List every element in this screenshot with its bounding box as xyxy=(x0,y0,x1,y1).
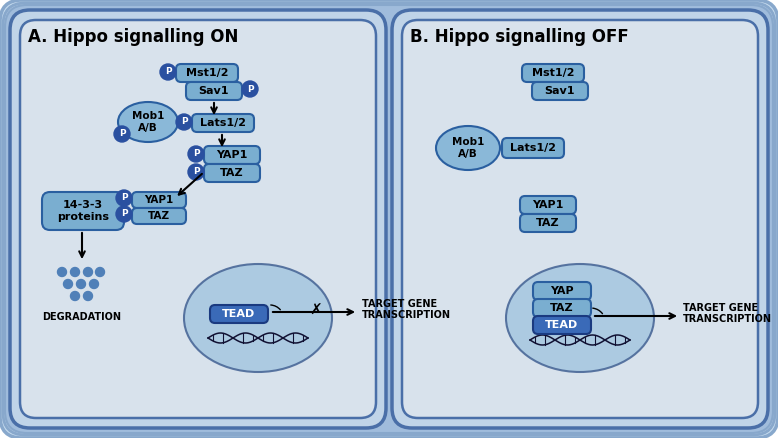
Ellipse shape xyxy=(184,264,332,372)
Circle shape xyxy=(188,164,204,180)
FancyBboxPatch shape xyxy=(204,146,260,164)
Circle shape xyxy=(96,268,104,276)
Text: P: P xyxy=(121,209,128,219)
FancyBboxPatch shape xyxy=(132,208,186,224)
Text: B. Hippo signalling OFF: B. Hippo signalling OFF xyxy=(410,28,629,46)
Text: YAP1: YAP1 xyxy=(145,195,173,205)
Circle shape xyxy=(116,206,132,222)
Text: Sav1: Sav1 xyxy=(545,86,575,96)
Text: Lats1/2: Lats1/2 xyxy=(200,118,246,128)
Circle shape xyxy=(71,268,79,276)
Text: P: P xyxy=(121,194,128,202)
Text: Lats1/2: Lats1/2 xyxy=(510,143,556,153)
Circle shape xyxy=(160,64,176,80)
Circle shape xyxy=(83,292,93,300)
FancyBboxPatch shape xyxy=(132,192,186,208)
Text: P: P xyxy=(180,117,187,127)
FancyBboxPatch shape xyxy=(392,10,768,428)
FancyBboxPatch shape xyxy=(5,5,773,433)
FancyBboxPatch shape xyxy=(533,282,591,300)
Text: Sav1: Sav1 xyxy=(198,86,230,96)
Text: TRANSCRIPTION: TRANSCRIPTION xyxy=(362,310,451,320)
Text: TARGET GENE: TARGET GENE xyxy=(362,299,437,309)
Text: P: P xyxy=(193,149,199,159)
Ellipse shape xyxy=(506,264,654,372)
Text: 14-3-3
proteins: 14-3-3 proteins xyxy=(57,200,109,222)
FancyBboxPatch shape xyxy=(42,192,124,230)
Circle shape xyxy=(83,268,93,276)
Text: A. Hippo signalling ON: A. Hippo signalling ON xyxy=(28,28,238,46)
FancyBboxPatch shape xyxy=(204,164,260,182)
Circle shape xyxy=(89,279,99,289)
Circle shape xyxy=(71,292,79,300)
Text: TEAD: TEAD xyxy=(223,309,256,319)
Ellipse shape xyxy=(118,102,178,142)
Circle shape xyxy=(64,279,72,289)
FancyBboxPatch shape xyxy=(192,114,254,132)
Text: YAP1: YAP1 xyxy=(532,200,564,210)
FancyBboxPatch shape xyxy=(210,305,268,323)
Text: DEGRADATION: DEGRADATION xyxy=(43,312,121,322)
FancyBboxPatch shape xyxy=(520,214,576,232)
Circle shape xyxy=(58,268,66,276)
Circle shape xyxy=(76,279,86,289)
FancyBboxPatch shape xyxy=(186,82,242,100)
Ellipse shape xyxy=(436,126,500,170)
FancyBboxPatch shape xyxy=(10,10,386,428)
FancyBboxPatch shape xyxy=(533,299,591,317)
FancyBboxPatch shape xyxy=(402,20,758,418)
Text: P: P xyxy=(165,67,171,77)
Circle shape xyxy=(114,126,130,142)
Text: TAZ: TAZ xyxy=(536,218,560,228)
FancyBboxPatch shape xyxy=(176,64,238,82)
Text: TARGET GENE: TARGET GENE xyxy=(683,303,758,313)
Text: ✗: ✗ xyxy=(310,303,322,318)
Text: TAZ: TAZ xyxy=(550,303,574,313)
Circle shape xyxy=(176,114,192,130)
FancyBboxPatch shape xyxy=(522,64,584,82)
Text: P: P xyxy=(119,130,125,138)
FancyBboxPatch shape xyxy=(520,196,576,214)
Text: Mob1
A/B: Mob1 A/B xyxy=(452,137,484,159)
Text: YAP: YAP xyxy=(550,286,574,296)
Text: TAZ: TAZ xyxy=(148,211,170,221)
Text: YAP1: YAP1 xyxy=(216,150,247,160)
Text: Mob1
A/B: Mob1 A/B xyxy=(131,111,164,133)
Text: TAZ: TAZ xyxy=(220,168,244,178)
FancyBboxPatch shape xyxy=(533,316,591,334)
Circle shape xyxy=(242,81,258,97)
Text: P: P xyxy=(247,85,254,93)
Text: P: P xyxy=(193,167,199,177)
Text: TRANSCRIPTION: TRANSCRIPTION xyxy=(683,314,772,324)
FancyBboxPatch shape xyxy=(3,3,775,435)
Circle shape xyxy=(188,146,204,162)
FancyBboxPatch shape xyxy=(532,82,588,100)
Circle shape xyxy=(116,190,132,206)
FancyBboxPatch shape xyxy=(20,20,376,418)
Text: Mst1/2: Mst1/2 xyxy=(531,68,574,78)
Text: Mst1/2: Mst1/2 xyxy=(186,68,228,78)
FancyBboxPatch shape xyxy=(502,138,564,158)
Text: TEAD: TEAD xyxy=(545,320,579,330)
